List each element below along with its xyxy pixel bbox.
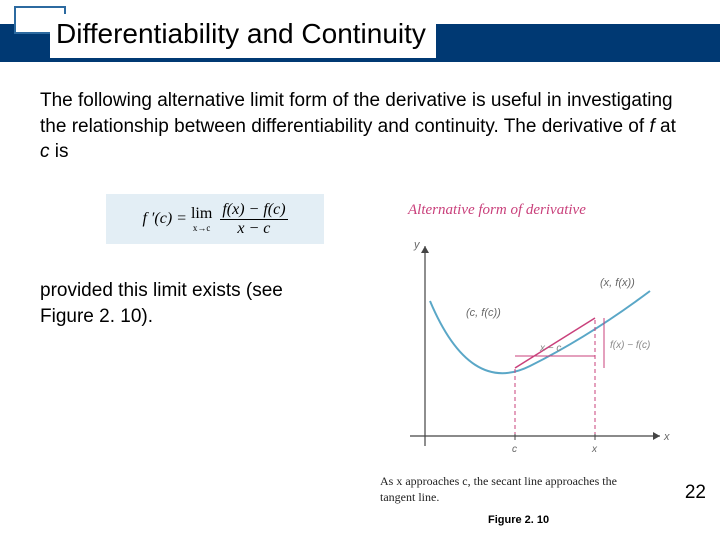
formula-limsub: x→c: [191, 223, 212, 233]
figure-label: Figure 2. 10: [488, 514, 549, 526]
x-axis-label: x: [663, 431, 670, 443]
para1-text-d: is: [50, 141, 69, 162]
c-tick: c: [512, 444, 517, 455]
paragraph-2: provided this limit exists (see Figure 2…: [40, 278, 320, 329]
para1-text-a: The following alternative limit form of …: [40, 90, 673, 137]
paragraph-1: The following alternative limit form of …: [40, 88, 680, 165]
para1-text-b: at: [655, 116, 676, 137]
x-tick: x: [591, 444, 598, 455]
formula-den: x − c: [220, 220, 287, 238]
formula-num: f(x) − f(c): [220, 201, 287, 220]
derivative-formula: f ′(c) = lim x→c f(x) − f(c) x − c: [106, 194, 324, 244]
formula-lhs: f ′(c) =: [142, 210, 191, 227]
formula-annotation: Alternative form of derivative: [408, 202, 586, 219]
fx-label: f(x) − f(c): [610, 340, 650, 351]
y-axis-label: y: [413, 239, 421, 251]
figure-caption: As x approaches c, the secant line appro…: [380, 474, 640, 505]
page-title: Differentiability and Continuity: [50, 14, 436, 58]
para1-c: c: [40, 141, 50, 162]
page-number: 22: [685, 482, 706, 504]
xc-label: x − c: [539, 343, 561, 354]
pt-c-label: (c, f(c)): [466, 307, 501, 319]
pt-x-label: (x, f(x)): [600, 277, 635, 289]
derivative-figure: x y x − c f(x) − f(c) c x (c, f(c)) (x, …: [370, 236, 670, 466]
formula-lim: lim: [191, 205, 212, 223]
